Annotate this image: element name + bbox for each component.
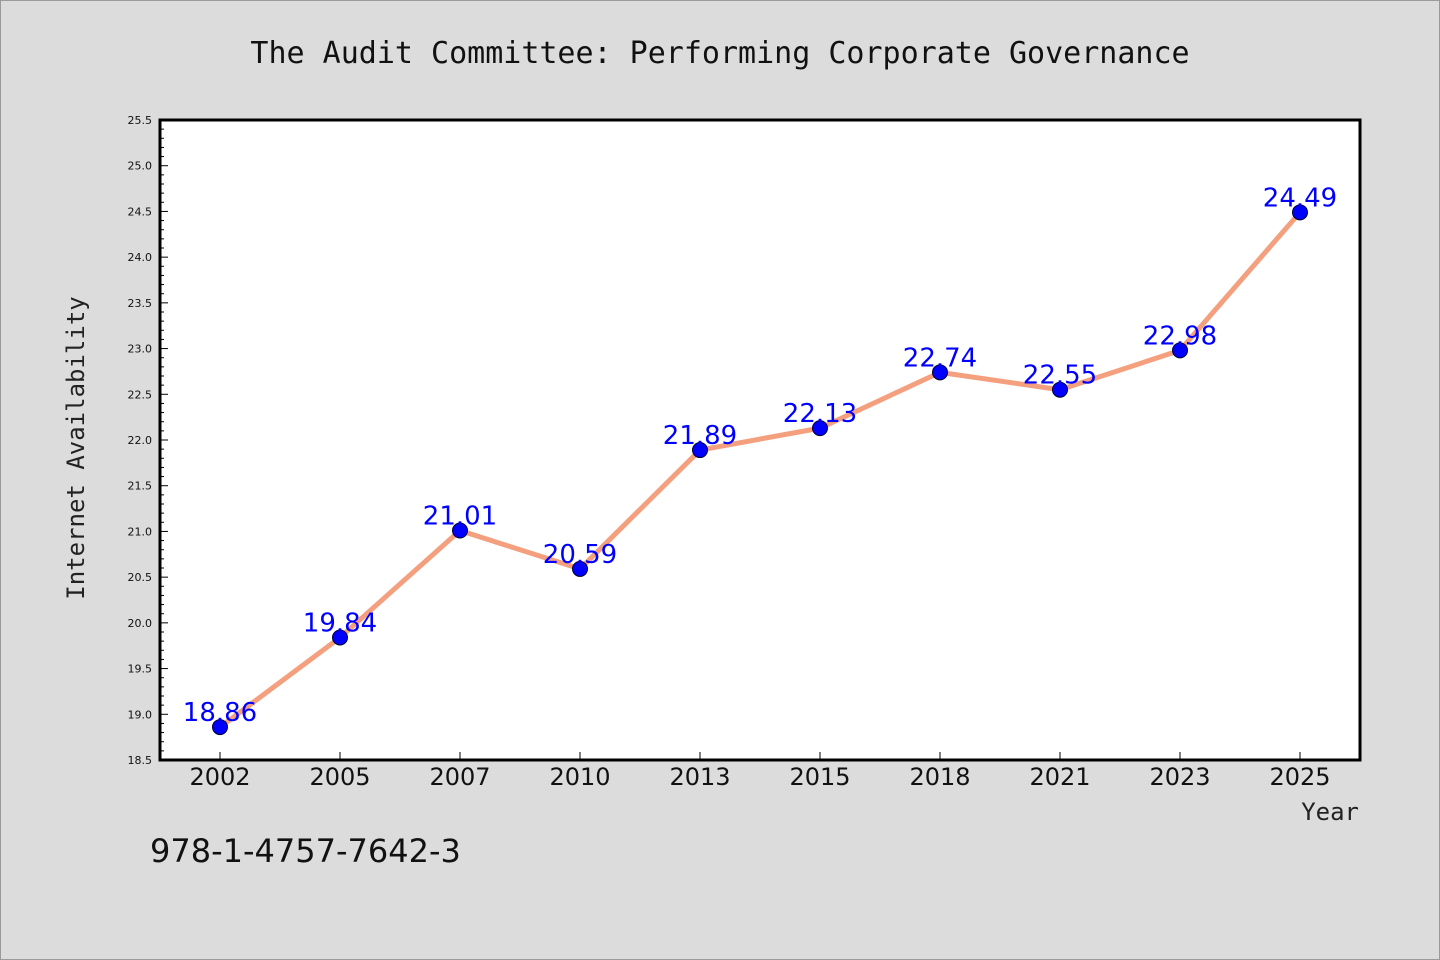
x-tick-label: 2023 (1149, 763, 1210, 791)
x-tick-label: 2015 (789, 763, 850, 791)
x-tick-label: 2025 (1269, 763, 1330, 791)
plot-border (158, 118, 1362, 762)
y-tick-label: 23.0 (128, 343, 153, 356)
y-tick-label: 24.0 (128, 251, 153, 264)
x-tick-label: 2018 (909, 763, 970, 791)
data-point (1052, 381, 1068, 398)
data-label: 21.01 (423, 502, 497, 532)
y-tick-label: 20.0 (128, 617, 153, 630)
data-point (932, 364, 948, 381)
data-point (332, 629, 348, 646)
y-tick-label: 21.0 (128, 525, 153, 538)
data-point (452, 522, 468, 539)
isbn-text: 978-1-4757-7642-3 (150, 832, 461, 870)
data-label: 24.49 (1263, 183, 1337, 213)
y-tick-label: 23.5 (128, 297, 153, 310)
data-point (1292, 204, 1308, 221)
data-label: 22.98 (1143, 321, 1217, 351)
data-point (212, 719, 228, 736)
y-axis-label: Internet Availability (62, 296, 90, 599)
plot-area: 18.5 19.0 19.5 20.0 20.5 21.0 21.5 22.0 22.5 23.0… (128, 114, 1362, 791)
x-tick-label: 2010 (549, 763, 610, 791)
data-label: 22.55 (1023, 361, 1097, 391)
y-tick-label: 18.5 (128, 754, 153, 767)
data-label: 22.74 (903, 343, 977, 373)
y-tick-label: 25.5 (128, 114, 153, 127)
data-point (1172, 342, 1188, 359)
y-tick-label: 19.5 (128, 663, 153, 676)
data-label: 19.84 (303, 608, 377, 638)
y-tick-label: 24.5 (128, 205, 153, 218)
y-tick-label: 25.0 (128, 160, 153, 173)
y-tick-label: 19.0 (128, 708, 153, 721)
x-tick-label: 2013 (669, 763, 730, 791)
y-tick-label: 22.0 (128, 434, 153, 447)
data-label: 21.89 (663, 421, 737, 451)
data-point (692, 442, 708, 459)
x-axis-label: Year (1301, 798, 1359, 826)
data-label: 20.59 (543, 540, 617, 570)
x-tick-label: 2002 (189, 763, 250, 791)
y-tick-label: 20.5 (128, 571, 153, 584)
x-tick-label: 2005 (309, 763, 370, 791)
series-line (217, 209, 1303, 730)
y-tick-label: 22.5 (128, 388, 153, 401)
y-tick-label: 21.5 (128, 480, 153, 493)
chart-title: The Audit Committee: Performing Corporat… (250, 36, 1189, 71)
data-point (812, 420, 828, 437)
data-label: 22.13 (783, 399, 857, 429)
data-label: 18.86 (183, 698, 257, 728)
x-tick-label: 2007 (429, 763, 490, 791)
data-point (572, 560, 588, 577)
x-tick-label: 2021 (1029, 763, 1090, 791)
